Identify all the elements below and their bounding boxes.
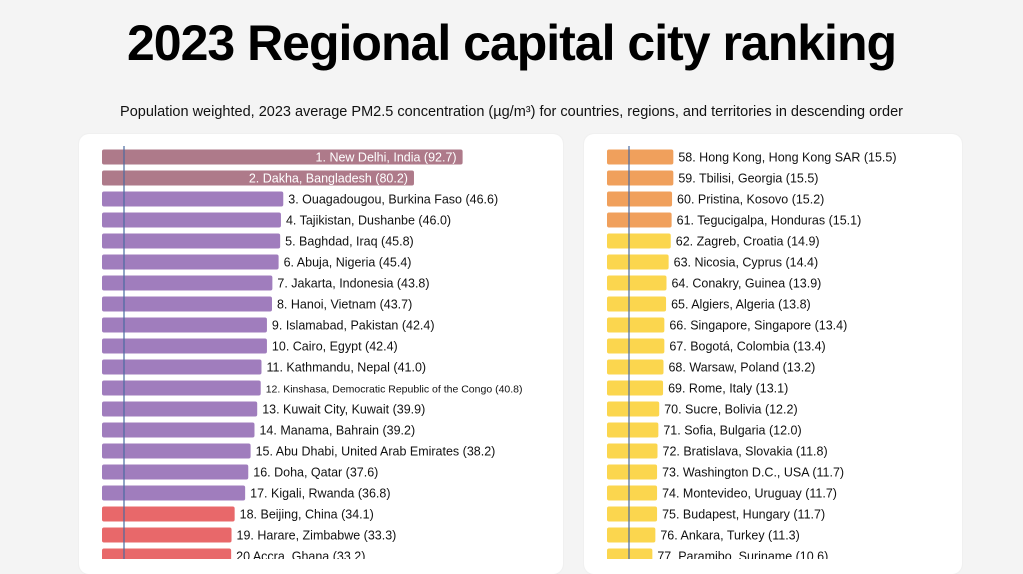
chart-1-label-16: 16. Doha, Qatar (37.6) — [253, 466, 378, 480]
chart-2-bar-20 — [607, 548, 653, 559]
chart-2-bar-14 — [607, 422, 659, 438]
chart-1-label-2: 2. Dakha, Bangladesh (80.2) — [249, 172, 408, 186]
chart-2-label-1: 58. Hong Kong, Hong Kong SAR (15.5) — [678, 151, 896, 165]
chart-1-bar-3 — [102, 191, 284, 207]
ranking-panel-right: 58. Hong Kong, Hong Kong SAR (15.5) 59. T… — [584, 134, 962, 574]
chart-2-bar-11 — [607, 359, 664, 375]
chart-2-bar-18 — [607, 506, 658, 522]
chart-1-label-8: 8. Hanoi, Vietnam (43.7) — [277, 298, 412, 312]
chart-2-label-20: 77. Paramibo, Suriname (10.6) — [657, 550, 828, 560]
chart-1-bar-19 — [102, 527, 232, 543]
chart-1-bar-20 — [102, 548, 232, 559]
chart-2-label-17: 74. Montevideo, Uruguay (11.7) — [662, 487, 837, 501]
chart-1-label-17: 17. Kigali, Rwanda (36.8) — [250, 487, 390, 501]
chart-1-label-13: 13. Kuwait City, Kuwait (39.9) — [262, 403, 425, 417]
chart-1-label-6: 6. Abuja, Nigeria (45.4) — [284, 256, 412, 270]
chart-2-label-13: 70. Sucre, Bolivia (12.2) — [664, 403, 797, 417]
chart-2-bar-9 — [607, 317, 665, 333]
chart-1-bar-2 — [102, 170, 414, 186]
chart-1-label-7: 7. Jakarta, Indonesia (43.8) — [277, 277, 429, 291]
ranking-panel-left: 1. New Delhi, India (92.7) 2. Dakha, Bang… — [79, 134, 563, 574]
chart-1-label-5: 5. Baghdad, Iraq (45.8) — [285, 235, 414, 249]
chart-1-label-14: 14. Manama, Bahrain (39.2) — [259, 424, 415, 438]
chart-2-bar-10 — [607, 338, 665, 354]
chart-1-bar-9 — [102, 317, 267, 333]
page-title: 2023 Regional capital city ranking — [126, 15, 897, 71]
chart-2-bar-2 — [607, 170, 674, 186]
chart-2-label-5: 62. Zagreb, Croatia (14.9) — [676, 235, 820, 249]
chart-2-bar-7 — [607, 275, 667, 291]
chart-2-label-6: 63. Nicosia, Cyprus (14.4) — [674, 256, 819, 270]
chart-1-bar-10 — [102, 338, 267, 354]
page-subtitle: Population weighted, 2023 average PM2.5 … — [120, 104, 903, 120]
chart-2-label-18: 75. Budapest, Hungary (11.7) — [662, 508, 825, 522]
chart-1-bar-5 — [102, 233, 281, 249]
chart-2-bar-6 — [607, 254, 669, 270]
chart-2-bar-15 — [607, 443, 658, 459]
chart-1-label-15: 15. Abu Dhabi, United Arab Emirates (38.… — [256, 445, 496, 459]
chart-2-bar-16 — [607, 464, 658, 480]
chart-1-label-3: 3. Ouagadougou, Burkina Faso (46.6) — [288, 193, 498, 207]
chart-2-label-11: 68. Warsaw, Poland (13.2) — [668, 361, 815, 375]
chart-1-label-11: 11. Kathmandu, Nepal (41.0) — [266, 361, 426, 375]
chart-2-bar-5 — [607, 233, 671, 249]
chart-2-bar-12 — [607, 380, 664, 396]
chart-2-bar-13 — [607, 401, 660, 417]
chart-1-label-10: 10. Cairo, Egypt (42.4) — [272, 340, 398, 354]
chart-1-label-12: 12. Kinshasa, Democratic Republic of the… — [266, 384, 523, 396]
chart-1-bar-8 — [102, 296, 272, 312]
chart-2-label-15: 72. Bratislava, Slovakia (11.8) — [663, 445, 828, 459]
chart-2-label-2: 59. Tbilisi, Georgia (15.5) — [678, 172, 818, 186]
chart-1-bar-14 — [102, 422, 255, 438]
chart-2-bar-19 — [607, 527, 656, 543]
chart-2-label-10: 67. Bogotá, Colombia (13.4) — [669, 340, 825, 354]
chart-2-label-3: 60. Pristina, Kosovo (15.2) — [677, 193, 824, 207]
chart-1-bar-17 — [102, 485, 246, 501]
chart-1-bar-13 — [102, 401, 258, 417]
chart-2-label-14: 71. Sofia, Bulgaria (12.0) — [663, 424, 801, 438]
chart-1-bar-7 — [102, 275, 273, 291]
chart-1-bar-18 — [102, 506, 235, 522]
chart-1-label-9: 9. Islamabad, Pakistan (42.4) — [272, 319, 435, 333]
chart-1-label-18: 18. Beijing, China (34.1) — [240, 508, 374, 522]
chart-1-bar-4 — [102, 212, 281, 228]
chart-2-bar-17 — [607, 485, 658, 501]
chart-2-label-12: 69. Rome, Italy (13.1) — [668, 382, 788, 396]
chart-1-bar-1 — [102, 149, 463, 165]
chart-2-bar-4 — [607, 212, 672, 228]
chart-1-label-19: 19. Harare, Zimbabwe (33.3) — [237, 529, 397, 543]
chart-1-label-20: 20 Accra, Ghana (33.2) — [236, 550, 365, 560]
chart-1-label-4: 4. Tajikistan, Dushanbe (46.0) — [286, 214, 451, 228]
chart-2-bar-1 — [607, 149, 674, 165]
chart-1-bar-11 — [102, 359, 262, 375]
chart-2-label-19: 76. Ankara, Turkey (11.3) — [660, 529, 799, 543]
chart-2-label-7: 64. Conakry, Guinea (13.9) — [671, 277, 821, 291]
chart-2-label-9: 66. Singapore, Singapore (13.4) — [669, 319, 847, 333]
chart-2-label-4: 61. Tegucigalpa, Honduras (15.1) — [677, 214, 862, 228]
chart-1-bar-12 — [102, 380, 261, 396]
chart-1-bar-6 — [102, 254, 279, 270]
chart-2-bar-3 — [607, 191, 673, 207]
chart-2-label-8: 65. Algiers, Algeria (13.8) — [671, 298, 811, 312]
chart-1-bar-16 — [102, 464, 249, 480]
chart-1-label-1: 1. New Delhi, India (92.7) — [316, 151, 457, 165]
ranking-chart-left: 1. New Delhi, India (92.7) 2. Dakha, Bang… — [102, 146, 523, 560]
chart-2-bar-8 — [607, 296, 667, 312]
chart-2-label-16: 73. Washington D.C., USA (11.7) — [662, 466, 844, 480]
ranking-chart-right: 58. Hong Kong, Hong Kong SAR (15.5) 59. T… — [607, 146, 897, 560]
chart-1-bar-15 — [102, 443, 251, 459]
